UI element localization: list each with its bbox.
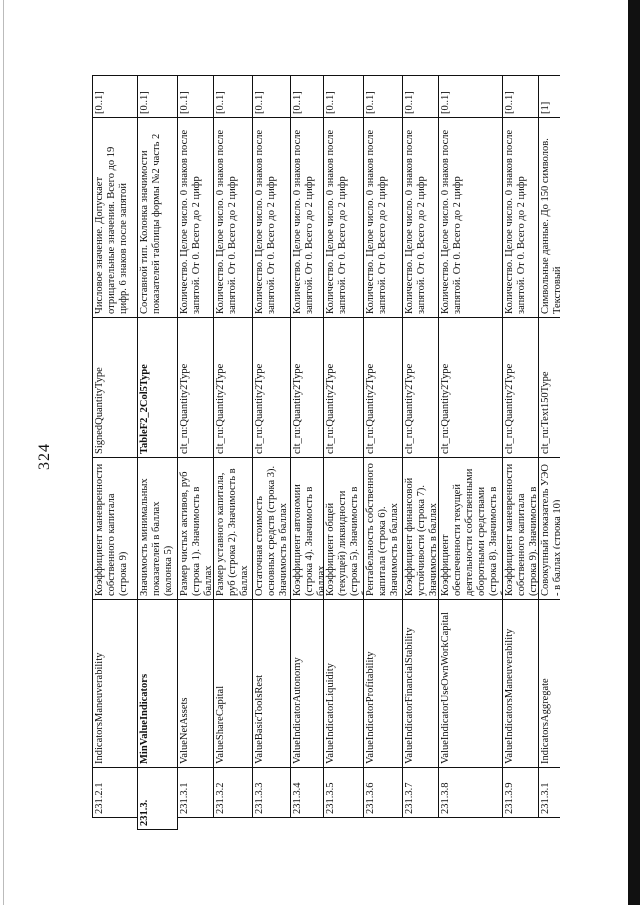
rotated-table-container: 231.2.1 IndicatorsManeuverability Коэффици… [92, 75, 560, 830]
element-name-cell: ValueNetAssets [178, 600, 213, 768]
element-name-cell: ValueIndicatorProfitability [364, 600, 402, 768]
element-type-cell: SignedQuantityType [93, 318, 137, 458]
page-number: 324 [36, 443, 53, 470]
element-name-cell: IndicatorsManeuverability [93, 600, 137, 768]
format-constraint-cell: Составной тип. Колонка значимости показа… [138, 118, 177, 318]
format-constraint-cell: Количество. Целое число. 0 знаков после … [214, 118, 252, 318]
element-description-cell: Размер чистых активов, руб (строка 1). З… [178, 458, 213, 600]
element-name-cell: ValueIndicatorUseOwnWorkCapital [439, 600, 502, 768]
format-constraint-cell: Количество. Целое число. 0 знаков после … [503, 118, 538, 318]
table-row: 231.3.7 ValueIndicatorFinancialStability К… [403, 75, 439, 818]
element-type-cell: clt_ru:Quantity2Type [439, 318, 502, 458]
element-spec-table: 231.2.1 IndicatorsManeuverability Коэффици… [92, 75, 560, 830]
row-number-cell: 231.3. [137, 768, 178, 830]
table-row: 231.3.1 ValueNetAssets Размер чистых актив… [178, 75, 214, 818]
row-number-cell: 231.3.9 [503, 768, 538, 818]
multiplicity-cell: [0..1] [253, 75, 290, 118]
element-type-cell: TableF2_2Col5Type [138, 318, 177, 458]
row-number-cell: 231.3.2 [214, 768, 252, 818]
table-row: 231.3.5 ValueIndicatorLiquidity Коэффициен… [324, 75, 364, 818]
table-row: 231.3.4 ValueIndicatorAutonomy Коэффициент… [291, 75, 324, 818]
format-constraint-cell: Количество. Целое число. 0 знаков после … [324, 118, 363, 318]
element-description-cell: Коэффициент обеспеченности текущей деяте… [439, 458, 502, 600]
element-type-cell: clt_ru:Quantity2Type [291, 318, 323, 458]
element-type-cell: clt_ru:Quantity2Type [503, 318, 538, 458]
row-number-cell: 231.3.4 [291, 768, 323, 818]
format-constraint-cell: Количество. Целое число. 0 знаков после … [178, 118, 213, 318]
multiplicity-cell: [0..1] [439, 75, 502, 118]
element-description-cell: Коэффициент маневренности собственного к… [93, 458, 137, 600]
table-row: 231.3.8 ValueIndicatorUseOwnWorkCapital Ко… [439, 75, 503, 818]
table-row: 231.3.3 ValueBasicToolsRest Остаточная сто… [253, 75, 291, 818]
row-number-cell: 231.3.1 [539, 768, 560, 818]
row-number-cell: 231.3.1 [178, 768, 213, 818]
row-number-cell: 231.3.5 [324, 768, 363, 818]
table-row: 231.3.1 IndicatorsAggregate Совокупный пок… [539, 75, 560, 818]
scan-edge-left [3, 0, 4, 905]
element-description-cell: Коэффициент автономии (строка 4). Значим… [291, 458, 323, 600]
format-constraint-cell: Символьные данные. До 150 символов. Текс… [539, 118, 560, 318]
element-name-cell: ValueIndicatorLiquidity [324, 600, 363, 768]
multiplicity-cell: [0..1] [93, 75, 137, 118]
format-constraint-cell: Количество. Целое число. 0 знаков после … [403, 118, 438, 318]
format-constraint-cell: Количество. Целое число. 0 знаков после … [291, 118, 323, 318]
scan-edge-right [628, 0, 640, 905]
element-name-cell: ValueIndicatorAutonomy [291, 600, 323, 768]
row-number-cell: 231.3.8 [439, 768, 502, 818]
table-row: 231.3.9 ValueIndicatorsManeuverability Коэ… [503, 75, 539, 818]
multiplicity-cell: [0..1] [138, 75, 177, 118]
element-type-cell: clt_ru:Quantity2Type [214, 318, 252, 458]
element-description-cell: Совокупный показатель УЭО - в баллах (ст… [539, 458, 560, 600]
table-section-row: 231.3. MinValueIndicators Значимость миним… [137, 75, 178, 830]
element-name-cell: MinValueIndicators [138, 600, 177, 768]
table-row: 231.3.6 ValueIndicatorProfitability Рентаб… [364, 75, 403, 818]
row-number-cell: 231.2.1 [93, 768, 137, 818]
multiplicity-cell: [0..1] [178, 75, 213, 118]
multiplicity-cell: [1] [539, 75, 560, 118]
element-description-cell: Коэффициент финансовой устойчивости (стр… [403, 458, 438, 600]
element-type-cell: clt_ru:Quantity2Type [178, 318, 213, 458]
element-description-cell: Значимость минимальных показателей в бал… [138, 458, 177, 600]
element-type-cell: clt_ru:Text150Type [539, 318, 560, 458]
element-name-cell: ValueShareCapital [214, 600, 252, 768]
table-row: 231.3.2 ValueShareCapital Размер уставного… [214, 75, 253, 818]
multiplicity-cell: [0..1] [324, 75, 363, 118]
element-description-cell: Остаточная стоимость основных средств (с… [253, 458, 290, 600]
row-number-cell: 231.3.7 [403, 768, 438, 818]
element-description-cell: Размер уставного капитала, руб (строка 2… [214, 458, 252, 600]
element-name-cell: ValueBasicToolsRest [253, 600, 290, 768]
multiplicity-cell: [0..1] [364, 75, 402, 118]
format-constraint-cell: Количество. Целое число. 0 знаков после … [364, 118, 402, 318]
format-constraint-cell: Числовое значение. Допускает отрицательн… [93, 118, 137, 318]
format-constraint-cell: Количество. Целое число. 0 знаков после … [439, 118, 502, 318]
format-constraint-cell: Количество. Целое число. 0 знаков после … [253, 118, 290, 318]
row-number-cell: 231.3.3 [253, 768, 290, 818]
element-name-cell: ValueIndicatorFinancialStability [403, 600, 438, 768]
element-description-cell: Рентабельность собственного капитала (ст… [364, 458, 402, 600]
element-type-cell: clt_ru:Quantity2Type [253, 318, 290, 458]
element-description-cell: Коэффициент маневренности собственного к… [503, 458, 538, 600]
multiplicity-cell: [0..1] [214, 75, 252, 118]
element-type-cell: clt_ru:Quantity2Type [324, 318, 363, 458]
element-type-cell: clt_ru:Quantity2Type [364, 318, 402, 458]
row-number-cell: 231.3.6 [364, 768, 402, 818]
element-type-cell: clt_ru:Quantity2Type [403, 318, 438, 458]
multiplicity-cell: [0..1] [503, 75, 538, 118]
element-name-cell: ValueIndicatorsManeuverability [503, 600, 538, 768]
element-name-cell: IndicatorsAggregate [539, 600, 560, 768]
multiplicity-cell: [0..1] [291, 75, 323, 118]
multiplicity-cell: [0..1] [403, 75, 438, 118]
table-row: 231.2.1 IndicatorsManeuverability Коэффици… [93, 75, 138, 818]
element-description-cell: Коэффициент общей (текущей) ликвидности … [324, 458, 363, 600]
